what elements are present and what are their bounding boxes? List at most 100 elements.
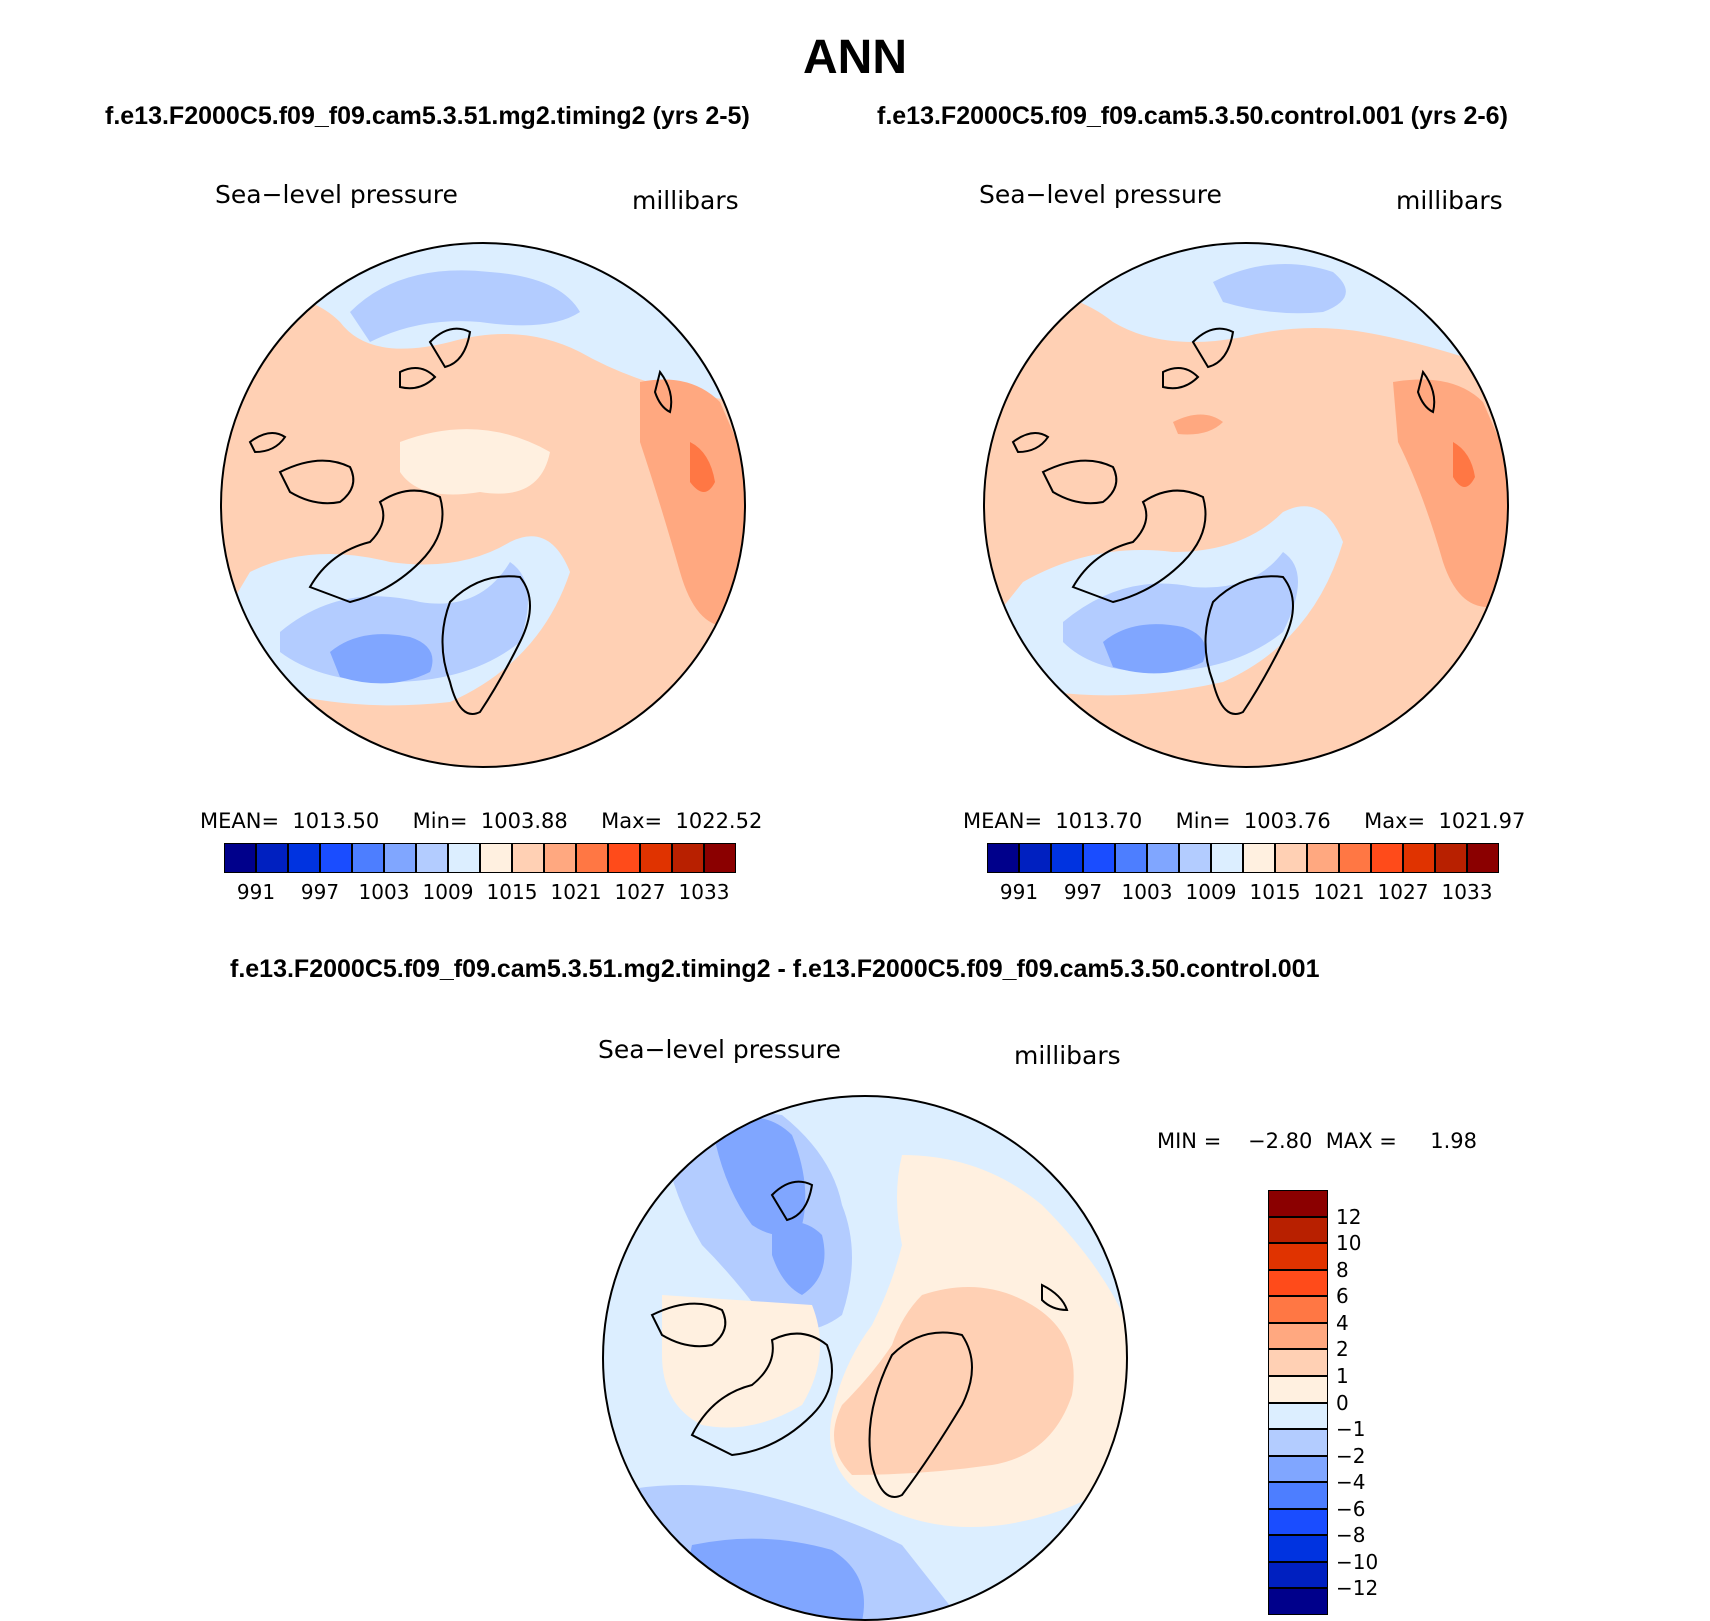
colorbar-swatch: [288, 843, 320, 873]
mean-value: 1013.50: [292, 809, 380, 833]
colorbar-swatch: [352, 843, 384, 873]
colorbar-swatch: [1268, 1375, 1328, 1403]
colorbar-swatch: [256, 843, 288, 873]
colorbar-swatch: [1339, 843, 1371, 873]
panel3-units: millibars: [1014, 1041, 1121, 1070]
colorbar-tick-label: 991: [236, 880, 276, 904]
colorbar-swatch: [544, 843, 576, 873]
field-region: [330, 634, 433, 684]
colorbar-swatch: [1268, 1429, 1328, 1456]
colorbar-swatch: [1115, 843, 1147, 873]
colorbar-swatch: [1268, 1190, 1328, 1217]
panel1-units: millibars: [632, 186, 739, 215]
coastlines: [248, 327, 673, 715]
field-region: [1213, 264, 1346, 314]
colorbar-tick-label: 1021: [1313, 880, 1365, 904]
colorbar-swatch: [1243, 843, 1275, 873]
colorbar-swatch: [1211, 843, 1243, 873]
colorbar-tick-label: 1015: [1249, 880, 1301, 904]
colorbar-tick-label: 6: [1336, 1284, 1349, 1309]
colorbar-tick-label: 10: [1336, 1231, 1362, 1256]
colorbar-tick-label: −2: [1336, 1443, 1366, 1468]
max-label: Max=: [601, 809, 663, 833]
panel2-map: [983, 242, 1509, 768]
colorbar-tick-label: 997: [1063, 880, 1103, 904]
colorbar-swatch: [1371, 843, 1403, 873]
panel2-units: millibars: [1396, 186, 1503, 215]
colorbar-tick-label: 997: [300, 880, 340, 904]
colorbar-swatch: [224, 843, 256, 873]
panel3-colorbar-labels: 12 10 8 6 4 2 1 0 −1 −2 −4 −6 −8 −10 −12: [1336, 1190, 1426, 1615]
colorbar-swatch: [1268, 1243, 1328, 1270]
colorbar-tick-label: 0: [1336, 1390, 1349, 1415]
colorbar-swatch: [1268, 1402, 1328, 1430]
colorbar-swatch: [672, 843, 704, 873]
colorbar-tick-label: 1027: [614, 880, 666, 904]
mean-label: MEAN=: [200, 809, 280, 833]
min-label: Min=: [1175, 809, 1231, 833]
colorbar-swatch: [1275, 843, 1307, 873]
field-region: [662, 1295, 820, 1428]
panel1-map: [220, 242, 746, 768]
colorbar-swatch: [1051, 843, 1083, 873]
colorbar-tick-label: −12: [1336, 1576, 1379, 1601]
min-value: −2.80: [1248, 1129, 1313, 1153]
colorbar-swatch: [1467, 843, 1499, 873]
field-region: [1393, 379, 1508, 607]
colorbar-swatch: [1268, 1535, 1328, 1562]
colorbar-swatch: [512, 843, 544, 873]
field-region: [1453, 442, 1475, 487]
colorbar-swatch: [1268, 1588, 1328, 1615]
colorbar-tick-label: −8: [1336, 1523, 1366, 1548]
panel1-colorbar: [224, 843, 736, 873]
colorbar-tick-label: 4: [1336, 1310, 1349, 1335]
colorbar-swatch: [1268, 1482, 1328, 1509]
colorbar-swatch: [1268, 1561, 1328, 1589]
colorbar-tick-label: 1009: [1185, 880, 1237, 904]
panel1-stats: MEAN= 1013.50 Min= 1003.88 Max= 1022.52: [200, 809, 762, 833]
colorbar-tick-label: 1015: [486, 880, 538, 904]
colorbar-tick-label: 1003: [358, 880, 410, 904]
colorbar-tick-label: 1003: [1121, 880, 1173, 904]
colorbar-swatch: [1268, 1455, 1328, 1483]
colorbar-swatch: [1019, 843, 1051, 873]
colorbar-swatch: [384, 843, 416, 873]
field-region: [834, 1287, 1074, 1475]
field-region: [350, 270, 580, 342]
mean-label: MEAN=: [963, 809, 1043, 833]
panel2-title: f.e13.F2000C5.f09_f09.cam5.3.50.control.…: [877, 102, 1508, 130]
colorbar-tick-label: 1033: [1441, 880, 1493, 904]
panel1-variable: Sea−level pressure: [215, 180, 458, 209]
field-region: [772, 1221, 825, 1295]
min-label: Min=: [412, 809, 468, 833]
max-label: Max=: [1364, 809, 1426, 833]
colorbar-tick-label: −6: [1336, 1496, 1366, 1521]
colorbar-swatch: [704, 843, 736, 873]
colorbar-swatch: [576, 843, 608, 873]
field-region: [640, 379, 745, 627]
figure-title: ANN: [803, 31, 907, 84]
field-region: [400, 429, 550, 495]
colorbar-swatch: [1268, 1322, 1328, 1350]
panel3-map: [602, 1095, 1128, 1621]
colorbar-swatch: [1268, 1296, 1328, 1323]
max-value: 1.98: [1430, 1129, 1478, 1153]
colorbar-tick-label: −10: [1336, 1549, 1379, 1574]
panel2-variable: Sea−level pressure: [979, 180, 1222, 209]
panel1-colorbar-labels: 991 997 1003 1009 1015 1021 1027 1033: [224, 880, 736, 908]
colorbar-tick-label: 2: [1336, 1337, 1349, 1362]
colorbar-swatch: [416, 843, 448, 873]
colorbar-swatch: [480, 843, 512, 873]
panel3-colorbar: [1268, 1190, 1328, 1615]
panel2-colorbar: [987, 843, 1499, 873]
colorbar-tick-label: 991: [999, 880, 1039, 904]
colorbar-swatch: [1268, 1216, 1328, 1244]
colorbar-swatch: [1179, 843, 1211, 873]
field-region: [1173, 414, 1223, 435]
colorbar-tick-label: 1009: [422, 880, 474, 904]
colorbar-tick-label: 1033: [678, 880, 730, 904]
colorbar-tick-label: 1021: [550, 880, 602, 904]
field-region: [690, 442, 715, 492]
panel2-colorbar-labels: 991 997 1003 1009 1015 1021 1027 1033: [987, 880, 1499, 908]
panel2-stats: MEAN= 1013.70 Min= 1003.76 Max= 1021.97: [963, 809, 1525, 833]
